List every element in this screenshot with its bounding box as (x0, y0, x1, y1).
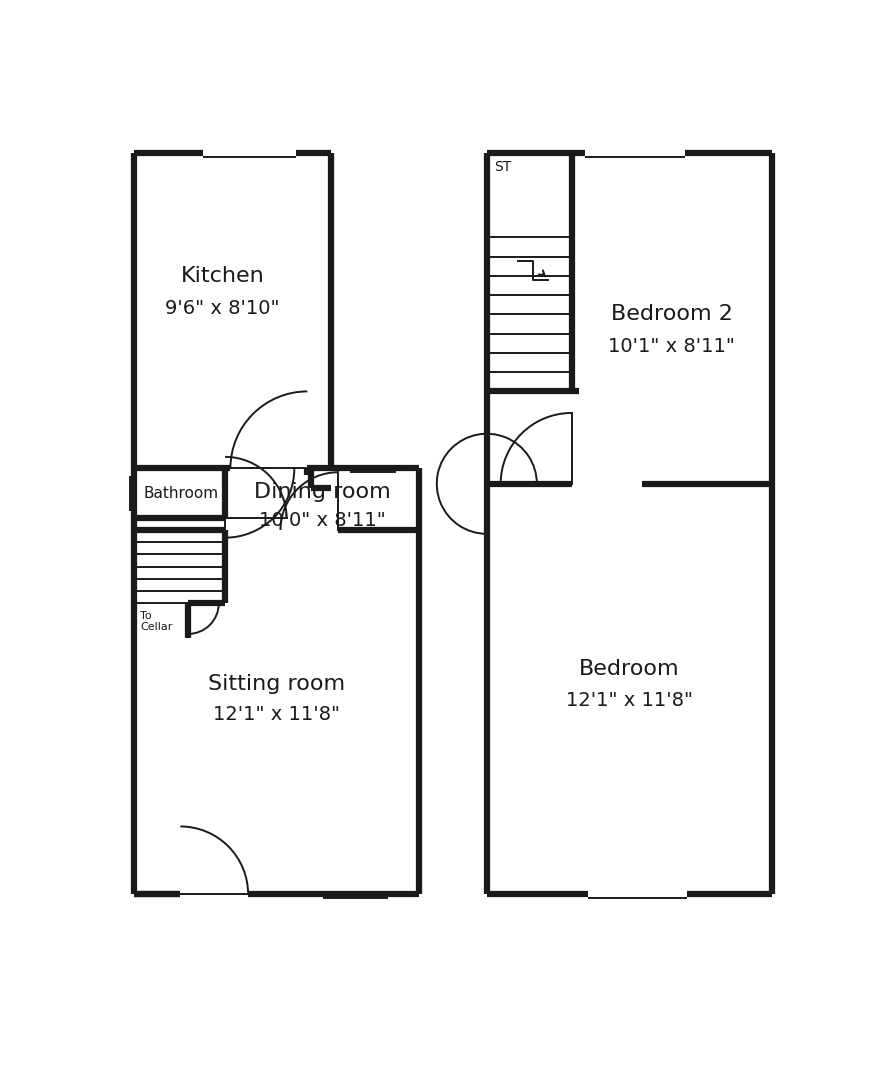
Text: Bedroom: Bedroom (579, 659, 679, 678)
Text: Dining room: Dining room (254, 482, 391, 501)
Text: ST: ST (495, 161, 512, 174)
Text: 10'1" x 8'11": 10'1" x 8'11" (608, 337, 735, 356)
Text: To
Cellar: To Cellar (140, 611, 172, 633)
Text: 9'6" x 8'10": 9'6" x 8'10" (165, 299, 280, 318)
Text: 12'1" x 11'8": 12'1" x 11'8" (566, 691, 692, 711)
Text: Kitchen: Kitchen (181, 266, 265, 286)
Text: 10'0" x 8'11": 10'0" x 8'11" (260, 511, 386, 530)
Text: 12'1" x 11'8": 12'1" x 11'8" (213, 705, 340, 725)
Text: Bathroom: Bathroom (144, 486, 219, 501)
Text: Sitting room: Sitting room (208, 674, 345, 694)
Text: Bedroom 2: Bedroom 2 (611, 305, 733, 324)
